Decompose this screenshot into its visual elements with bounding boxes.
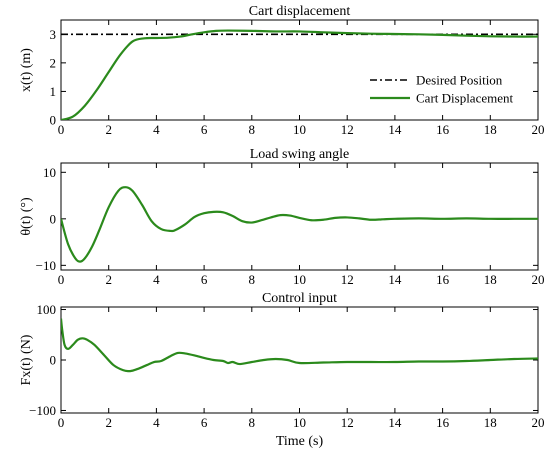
legend-entry: Desired Position bbox=[416, 73, 503, 88]
legend-entry: Cart Displacement bbox=[416, 91, 513, 106]
x-tick-label: 2 bbox=[105, 415, 112, 430]
x-tick-label: 4 bbox=[153, 415, 160, 430]
x-tick-label: 16 bbox=[436, 415, 450, 430]
x-tick-label: 10 bbox=[293, 415, 306, 430]
x-tick-label: 8 bbox=[249, 272, 256, 287]
x-tick-label: 20 bbox=[532, 415, 545, 430]
x-tick-label: 8 bbox=[249, 415, 256, 430]
x-tick-label: 18 bbox=[484, 272, 497, 287]
series-line-2 bbox=[61, 186, 538, 263]
x-tick-label: 20 bbox=[532, 272, 545, 287]
x-tick-label: 6 bbox=[201, 415, 208, 430]
x-tick-label: 2 bbox=[105, 122, 112, 137]
x-tick-label: 12 bbox=[341, 272, 354, 287]
x-tick-label: 0 bbox=[58, 415, 65, 430]
x-tick-label: 8 bbox=[249, 122, 256, 137]
y-tick-label: 0 bbox=[50, 113, 57, 128]
x-tick-label: 20 bbox=[532, 122, 545, 137]
y-tick-label: −100 bbox=[29, 403, 56, 418]
x-tick-label: 0 bbox=[58, 272, 65, 287]
series-line-3 bbox=[61, 318, 538, 373]
x-tick-label: 16 bbox=[436, 272, 450, 287]
x-tick-label: 4 bbox=[153, 122, 160, 137]
chart-title: Cart displacement bbox=[249, 4, 351, 19]
plot-frame bbox=[60, 162, 539, 271]
x-tick-label: 12 bbox=[341, 122, 354, 137]
y-tick-label: 0 bbox=[50, 353, 57, 368]
y-tick-label: 3 bbox=[50, 27, 57, 42]
y-axis-label: x(t) (m) bbox=[19, 48, 34, 92]
series-line-cart-displacement bbox=[61, 29, 538, 120]
x-tick-label: 16 bbox=[436, 122, 450, 137]
x-tick-label: 14 bbox=[388, 272, 402, 287]
y-tick-label: 100 bbox=[37, 302, 57, 317]
y-tick-label: −10 bbox=[36, 258, 56, 273]
x-tick-label: 6 bbox=[201, 272, 208, 287]
y-axis-label: Fx(t) (N) bbox=[19, 334, 34, 385]
x-tick-label: 14 bbox=[388, 415, 402, 430]
x-tick-label: 2 bbox=[105, 272, 112, 287]
y-tick-label: 0 bbox=[50, 211, 57, 226]
y-axis-label: θ(t) (°) bbox=[19, 197, 34, 236]
x-tick-label: 10 bbox=[293, 122, 306, 137]
x-axis-label: Time (s) bbox=[276, 434, 324, 449]
x-tick-label: 4 bbox=[153, 272, 160, 287]
chart-title: Load swing angle bbox=[250, 147, 350, 162]
y-tick-label: 10 bbox=[43, 165, 56, 180]
chart-title: Control input bbox=[262, 291, 337, 306]
y-tick-label: 1 bbox=[50, 84, 57, 99]
x-tick-label: 18 bbox=[484, 415, 497, 430]
x-tick-label: 18 bbox=[484, 122, 497, 137]
x-tick-label: 12 bbox=[341, 415, 354, 430]
x-tick-label: 6 bbox=[201, 122, 208, 137]
x-tick-label: 10 bbox=[293, 272, 306, 287]
x-tick-label: 0 bbox=[58, 122, 65, 137]
x-tick-label: 14 bbox=[388, 122, 402, 137]
y-tick-label: 2 bbox=[50, 55, 57, 70]
